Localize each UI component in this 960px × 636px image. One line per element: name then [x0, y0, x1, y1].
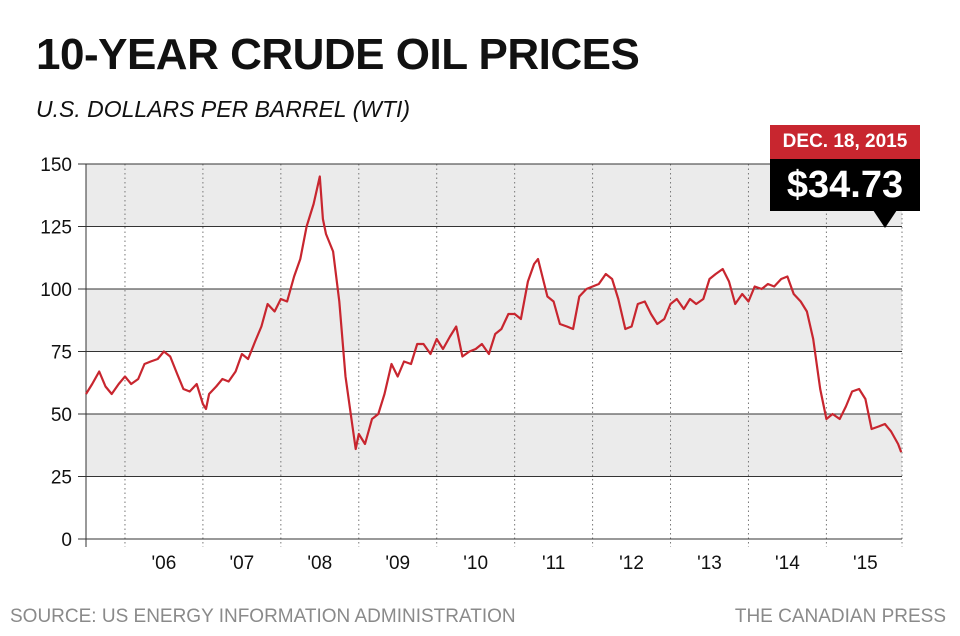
- x-tick-label: '11: [542, 553, 565, 574]
- x-axis: '06 '07 '08 '09 '10 '11 '12 '13 '14 '15: [85, 164, 878, 574]
- y-tick-label: 25: [51, 468, 72, 489]
- callout-price-value: $34.73: [770, 159, 920, 211]
- credit-note: THE CANADIAN PRESS: [734, 606, 946, 627]
- x-tick-label: '07: [229, 553, 254, 574]
- y-tick-label: 50: [51, 405, 72, 426]
- x-tick-label: '12: [619, 553, 644, 574]
- x-tick-label: '10: [463, 553, 488, 574]
- price-series-line: [85, 175, 903, 453]
- y-tick-label: 0: [61, 530, 72, 551]
- grid-band: [86, 226, 902, 289]
- vertical-gridlines: [124, 164, 903, 547]
- callout-date-label: DEC. 18, 2015: [770, 125, 920, 159]
- x-tick-label: '15: [853, 553, 878, 574]
- chart-title: 10-YEAR CRUDE OIL PRICES: [36, 30, 640, 79]
- x-tick-label: '06: [152, 553, 177, 574]
- y-tick-label: 150: [40, 155, 72, 176]
- line-chart: 0 25 50 75 100 125 150 '06 '07 '08 '09 '10 '11 '12 '1…: [40, 155, 903, 574]
- chart-subtitle: U.S. DOLLARS PER BARREL (WTI): [36, 96, 411, 122]
- grid-bands: [86, 164, 902, 539]
- grid-band: [86, 164, 902, 227]
- callout-pointer: [873, 210, 897, 228]
- x-tick-label: '08: [307, 553, 332, 574]
- y-axis: 0 25 50 75 100 125 150: [40, 155, 902, 551]
- x-tick-label: '13: [697, 553, 722, 574]
- y-tick-label: 125: [40, 218, 72, 239]
- grid-band: [86, 351, 902, 414]
- source-note: SOURCE: US ENERGY INFORMATION ADMINISTRA…: [10, 606, 516, 627]
- grid-band: [86, 414, 902, 477]
- y-tick-label: 100: [40, 280, 72, 301]
- grid-band: [86, 476, 902, 539]
- y-tick-label: 75: [51, 343, 72, 364]
- x-tick-label: '14: [775, 553, 800, 574]
- grid-band: [86, 289, 902, 352]
- x-tick-label: '09: [385, 553, 410, 574]
